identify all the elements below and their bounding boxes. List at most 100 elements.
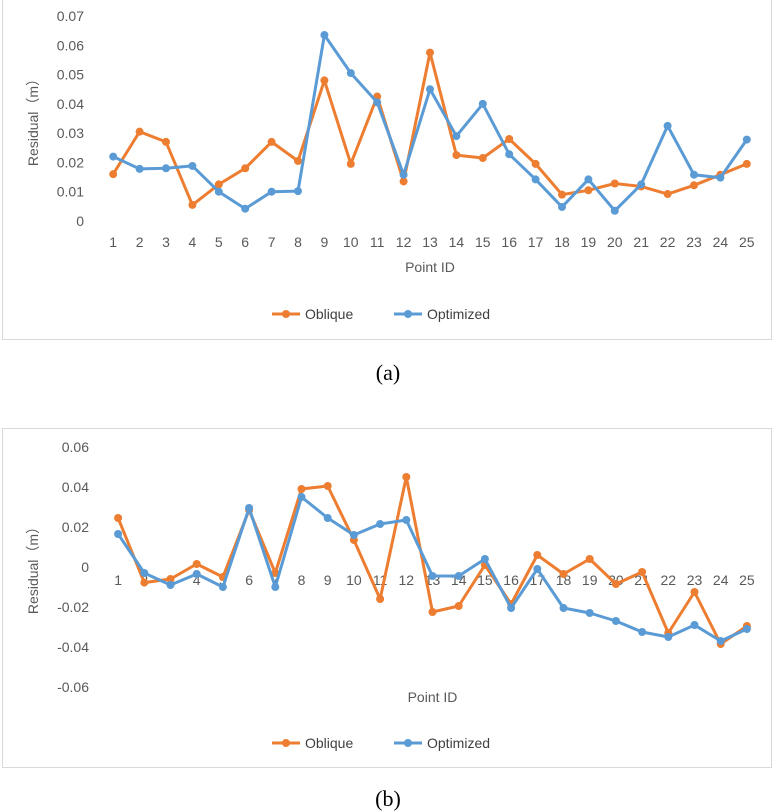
data-point-optimized: [742, 135, 751, 144]
x-tick-label: 2: [136, 234, 144, 250]
residual-chart-a: 00.010.020.030.040.050.060.071 2 3 4 5 6 7 8 9 10…: [25, 8, 755, 322]
data-point-oblique: [402, 473, 411, 481]
data-point-optimized: [402, 516, 411, 524]
data-point-optimized: [742, 625, 751, 633]
x-tick-label: 19: [581, 234, 597, 250]
data-point-oblique: [135, 127, 144, 136]
x-tick-label: 17: [528, 234, 544, 250]
y-tick-label: 0.05: [57, 67, 84, 83]
data-point-oblique: [585, 555, 594, 563]
data-point-optimized: [109, 152, 118, 161]
x-tick-label: 7: [268, 234, 276, 250]
data-point-optimized: [716, 637, 725, 645]
data-point-optimized: [267, 187, 276, 196]
data-point-optimized: [241, 204, 250, 213]
x-tick-label: 8: [298, 572, 306, 588]
y-tick-label: 0.03: [57, 125, 84, 141]
data-point-oblique: [166, 575, 175, 583]
data-point-optimized: [611, 617, 620, 625]
data-point-optimized: [454, 572, 463, 580]
data-point-optimized: [140, 569, 149, 577]
series-line-oblique: [116, 475, 748, 646]
data-point-oblique: [533, 551, 542, 559]
data-point-oblique: [267, 137, 276, 146]
x-tick-label: 24: [713, 234, 729, 250]
x-tick-label: 23: [686, 234, 702, 250]
x-tick-label: 4: [189, 234, 197, 250]
data-point-oblique: [114, 514, 123, 522]
y-tick-label: -0.02: [57, 599, 89, 615]
data-point-optimized: [218, 583, 227, 591]
y-tick-label: 0: [76, 213, 84, 229]
x-tick-label: 5: [215, 234, 223, 250]
data-point-optimized: [584, 175, 593, 184]
data-point-optimized: [610, 206, 619, 215]
data-point-oblique: [584, 186, 593, 195]
data-point-optimized: [637, 180, 646, 189]
x-tick-label: 1: [114, 572, 122, 588]
data-point-oblique: [611, 580, 620, 588]
x-tick-label: 9: [321, 234, 329, 250]
y-tick-label: -0.06: [57, 679, 89, 695]
data-point-optimized: [664, 633, 673, 641]
x-tick-label: 14: [449, 234, 465, 250]
data-point-oblique: [426, 48, 434, 57]
x-tick-label: 15: [477, 572, 493, 588]
x-tick-label: 11: [370, 234, 385, 250]
x-tick-label: 16: [503, 572, 519, 588]
x-tick-label: 4: [193, 572, 201, 588]
data-point-optimized: [323, 514, 332, 522]
x-tick-label: 25: [739, 572, 755, 588]
x-tick-label: 15: [475, 234, 491, 250]
data-point-oblique: [428, 608, 437, 616]
data-point-optimized: [428, 572, 437, 580]
data-point-optimized: [452, 132, 461, 141]
data-point-optimized: [376, 520, 385, 528]
data-point-oblique: [241, 164, 250, 173]
data-point-oblique: [559, 570, 568, 578]
residual-chart-b: -0.06-0.04-0.0200.020.040.06123456789101…: [25, 439, 755, 751]
y-axis-title: Residual（m）: [25, 72, 41, 166]
data-point-optimized: [245, 504, 254, 512]
x-tick-label: 10: [346, 572, 362, 588]
data-point-oblique: [690, 588, 699, 596]
data-point-oblique: [320, 76, 329, 85]
series-line-optimized: [116, 495, 748, 643]
data-point-optimized: [690, 621, 699, 629]
chart-panel-b: -0.06-0.04-0.0200.020.040.06123456789101…: [2, 428, 772, 768]
legend-label-optimized: Optimized: [427, 735, 490, 751]
data-point-oblique: [192, 560, 201, 568]
data-point-optimized: [162, 164, 170, 173]
x-tick-label: 19: [582, 572, 598, 588]
data-point-optimized: [297, 493, 306, 501]
data-point-oblique: [109, 170, 118, 179]
x-tick-label: 21: [633, 234, 649, 250]
y-tick-label: 0.04: [62, 479, 89, 495]
y-tick-label: 0.06: [62, 439, 89, 455]
data-point-oblique: [638, 568, 647, 576]
data-point-optimized: [638, 628, 647, 636]
x-tick-label: 6: [245, 572, 253, 588]
data-point-optimized: [346, 69, 355, 78]
y-tick-label: 0.02: [62, 519, 89, 535]
legend-marker-oblique: [282, 739, 290, 747]
x-tick-label: 7: [271, 572, 279, 588]
data-point-optimized: [585, 609, 594, 617]
data-point-optimized: [399, 170, 408, 179]
data-point-oblique: [162, 137, 170, 146]
data-point-optimized: [716, 173, 725, 182]
data-point-oblique: [610, 179, 619, 188]
data-point-oblique: [558, 190, 566, 199]
data-point-optimized: [478, 99, 487, 108]
data-point-optimized: [192, 570, 201, 578]
y-tick-label: 0.06: [57, 37, 84, 53]
x-tick-label: 1: [109, 234, 117, 250]
x-tick-label: 13: [422, 234, 438, 250]
series-line-optimized: [112, 33, 749, 213]
legend-label-oblique: Oblique: [305, 735, 353, 751]
x-tick-label: 18: [554, 234, 570, 250]
x-tick-label: 6: [241, 234, 249, 250]
x-tick-label: 25: [739, 234, 755, 250]
x-axis-title: Point ID: [408, 689, 458, 705]
legend-label-optimized: Optimized: [427, 306, 490, 322]
